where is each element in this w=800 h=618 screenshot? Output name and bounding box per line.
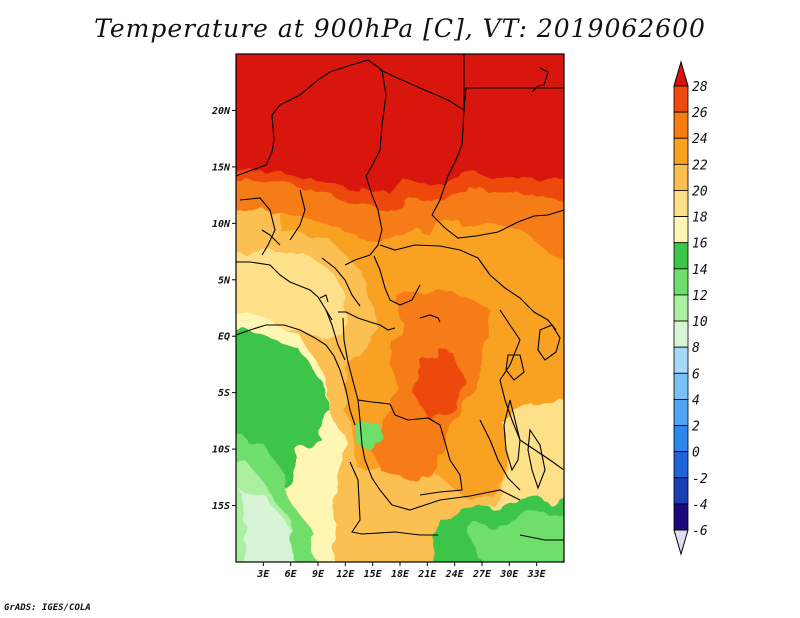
lat-tick-label-2: 10N xyxy=(212,219,231,230)
colorbar-label-3: 22 xyxy=(692,158,708,173)
colorbar-band-8 xyxy=(673,294,689,322)
map-title: Temperature at 900hPa [C], VT: 201906260… xyxy=(94,14,706,43)
lat-tick-label-1: 15N xyxy=(212,162,231,173)
colorbar-band-5 xyxy=(673,216,689,244)
lon-tick-label-7: 24E xyxy=(445,569,465,580)
lat-tick-label-4: EQ xyxy=(218,332,230,343)
colorbar-under-arrow xyxy=(673,529,689,556)
lat-tick-label-6: 10S xyxy=(212,445,230,456)
colorbar-band-12 xyxy=(673,399,689,426)
lon-tick-label-10: 33E xyxy=(527,569,547,580)
grads-credit: GrADS: IGES/COLA xyxy=(4,603,91,613)
colorbar-label-6: 16 xyxy=(692,237,708,252)
colorbar-label-14: 0 xyxy=(692,446,700,461)
colorbar-band-14 xyxy=(673,451,689,479)
colorbar-band-16 xyxy=(673,503,689,531)
lat-tick-label-7: 15S xyxy=(212,501,230,512)
temperature-field xyxy=(236,54,564,562)
colorbar-label-16: -4 xyxy=(692,498,708,513)
lon-tick-label-1: 6E xyxy=(285,569,298,580)
field-band-12-14-se xyxy=(470,510,564,562)
lon-tick-label-3: 12E xyxy=(336,569,355,580)
colorbar-label-12: 4 xyxy=(692,393,700,408)
longitude-axis: 3E 6E 9E 12E 15E 18E 21E 24E 27E 30E 33E xyxy=(256,562,547,580)
lat-tick-label-5: 5S xyxy=(218,388,230,399)
colorbar-label-15: -2 xyxy=(692,472,708,487)
field-band-8-10-sw xyxy=(240,490,295,562)
colorbar-label-4: 20 xyxy=(692,184,708,199)
latitude-axis: 20N 15N 10N 5N EQ 5S 10S 15S xyxy=(211,106,236,512)
colorbar-label-1: 26 xyxy=(692,106,708,121)
lat-tick-label-3: 5N xyxy=(218,275,231,286)
colorbar-label-11: 6 xyxy=(692,367,700,382)
colorbar-band-15 xyxy=(673,477,689,505)
colorbar-band-13 xyxy=(673,425,689,453)
colorbar-label-13: 2 xyxy=(692,420,700,435)
colorbar-band-3 xyxy=(673,163,689,191)
lon-tick-label-2: 9E xyxy=(312,569,325,580)
lon-tick-label-6: 21E xyxy=(417,569,437,580)
lat-tick-label-0: 20N xyxy=(211,106,231,117)
colorbar-label-17: -6 xyxy=(692,524,708,539)
country-borders xyxy=(236,54,564,541)
colorbar-label-9: 10 xyxy=(692,315,708,330)
colorbar-over-arrow xyxy=(673,60,689,87)
colorbar-band-2 xyxy=(673,137,689,165)
colorbar-band-7 xyxy=(673,268,689,296)
colorbar-label-8: 12 xyxy=(692,289,708,304)
lon-tick-label-4: 15E xyxy=(364,569,383,580)
colorbar-label-2: 24 xyxy=(692,132,708,147)
lon-tick-label-5: 18E xyxy=(391,569,410,580)
lon-tick-label-9: 30E xyxy=(499,569,519,580)
colorbar-band-0 xyxy=(673,85,689,113)
colorbar-band-9 xyxy=(673,320,689,348)
colorbar-band-1 xyxy=(673,111,689,139)
field-band-26-28-core xyxy=(415,350,465,420)
colorbar-band-4 xyxy=(673,190,689,217)
colorbar-band-11 xyxy=(673,372,689,400)
colorbar-label-7: 14 xyxy=(692,263,708,278)
colorbar-label-5: 18 xyxy=(692,211,708,226)
lon-tick-label-0: 3E xyxy=(256,569,270,580)
colorbar-label-0: 28 xyxy=(692,80,708,95)
colorbar-label-10: 8 xyxy=(692,341,700,356)
colorbar-band-10 xyxy=(673,346,689,374)
colorbar-band-6 xyxy=(673,242,689,270)
lon-tick-label-8: 27E xyxy=(472,569,492,580)
